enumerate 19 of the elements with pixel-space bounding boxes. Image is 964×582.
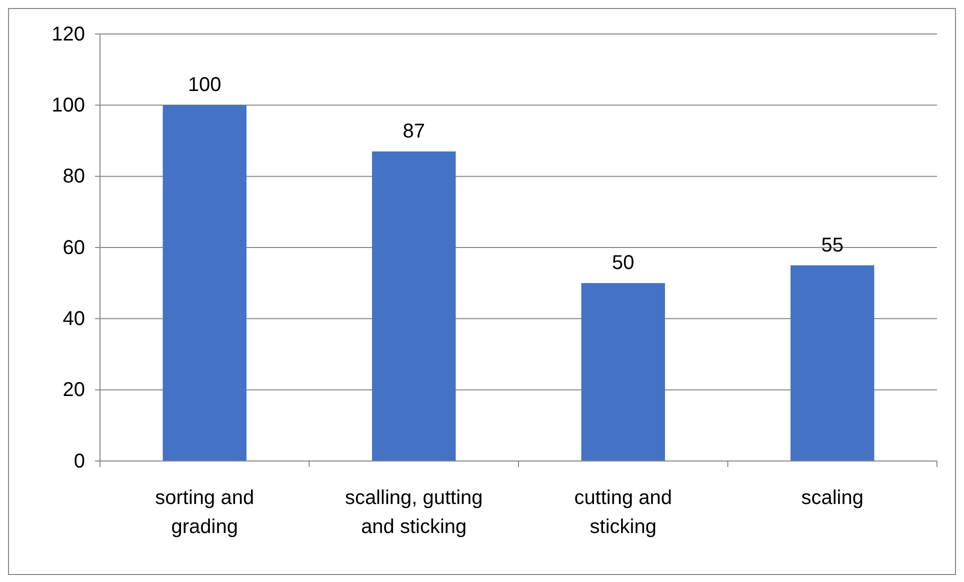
data-label: 50	[612, 252, 634, 274]
data-label: 87	[402, 120, 425, 142]
y-tick-label: 0	[74, 450, 85, 472]
data-label: 100	[188, 74, 222, 96]
x-tick-label: sorting and grading	[155, 487, 254, 538]
y-tick-label: 40	[62, 308, 85, 330]
data-label: 55	[821, 234, 844, 256]
y-tick-label: 100	[52, 94, 85, 117]
bar	[162, 105, 246, 461]
y-tick-label: 60	[62, 236, 85, 259]
x-tick-label: cutting and sticking	[574, 487, 672, 538]
bar	[372, 151, 456, 461]
x-tick-label: scalling, gutting and sticking	[344, 487, 483, 538]
bar	[581, 283, 665, 461]
y-tick-label: 80	[62, 166, 85, 188]
y-tick-label: 120	[52, 23, 85, 46]
bar	[790, 265, 874, 461]
x-tick-label: scaling	[801, 487, 864, 509]
y-tick-label: 20	[62, 379, 85, 402]
